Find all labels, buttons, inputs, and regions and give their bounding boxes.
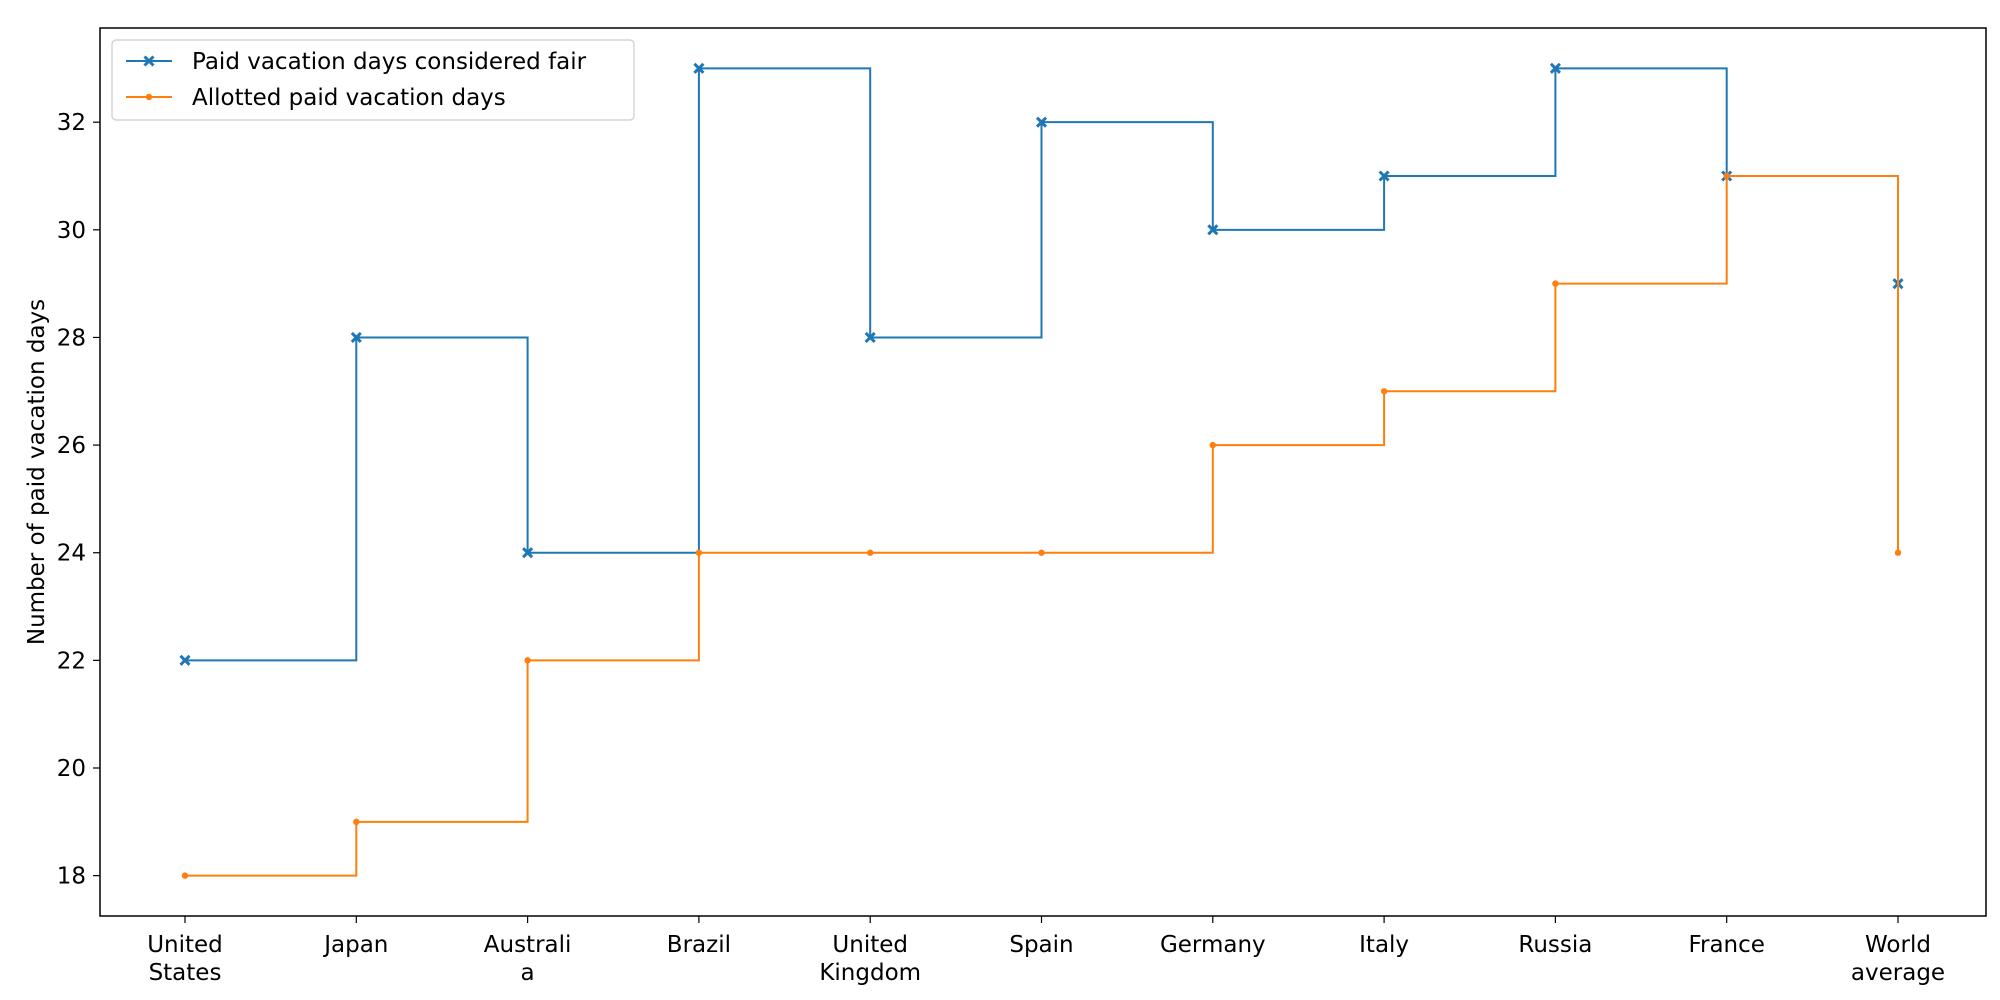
x-tick-label: Japan — [322, 932, 388, 958]
x-tick-label-line: Kingdom — [819, 960, 921, 986]
y-tick-label: 22 — [57, 648, 86, 674]
y-tick-label: 32 — [57, 110, 86, 136]
series-2 — [181, 172, 1902, 879]
x-tick-label-line: Spain — [1009, 932, 1073, 958]
x-tick-label: Italy — [1359, 932, 1409, 958]
x-tick-label: France — [1688, 932, 1764, 958]
x-tick-label-line: Russia — [1518, 932, 1592, 958]
data-point — [353, 818, 360, 826]
x-tick-label-line: Japan — [322, 932, 388, 958]
data-point — [1378, 170, 1390, 182]
y-tick-label: 18 — [57, 864, 86, 890]
data-point — [181, 872, 189, 879]
legend-marker — [145, 93, 153, 101]
data-point — [1038, 549, 1045, 556]
legend-item: Paid vacation days considered fair — [126, 49, 587, 75]
y-tick-label: 24 — [57, 541, 86, 567]
x-tick-label: Brazil — [667, 932, 731, 958]
data-point — [1552, 280, 1559, 287]
x-tick-label: United Kingdom — [819, 932, 921, 986]
legend-label: Paid vacation days considered fair — [192, 49, 587, 75]
y-tick-label: 20 — [57, 756, 86, 782]
x-tick-label-line: Italy — [1359, 932, 1409, 958]
data-point — [522, 547, 534, 559]
x-tick-label: Germany — [1160, 932, 1266, 958]
legend-marker — [143, 55, 155, 67]
legend-box — [111, 39, 635, 121]
x-tick-label-line: average — [1851, 960, 1945, 986]
x-tick-label: Australi a — [484, 932, 572, 986]
legend-item: Allotted paid vacation days — [126, 85, 506, 111]
x-tick-label-line: States — [149, 960, 222, 986]
data-point — [1723, 172, 1730, 180]
data-point — [1894, 549, 1902, 556]
x-tick-label-line: a — [521, 960, 535, 986]
x-tick-label-line: Germany — [1160, 932, 1266, 958]
y-tick-label: 30 — [57, 218, 86, 244]
data-point — [1380, 388, 1388, 395]
legend-label: Allotted paid vacation days — [192, 85, 506, 111]
series-line — [185, 175, 1899, 877]
data-point — [524, 657, 531, 664]
y-tick-label: 28 — [57, 325, 86, 351]
data-point — [867, 549, 874, 556]
data-point — [1207, 224, 1219, 236]
x-tick-label-line: Brazil — [667, 932, 731, 958]
x-tick-label-line: France — [1688, 932, 1764, 958]
x-tick-label-line: United — [832, 932, 908, 958]
x-tick-label: United States — [147, 932, 223, 986]
y-axis-title: Number of paid vacation days — [24, 299, 50, 645]
y-tick-label: 26 — [57, 433, 86, 459]
series-layer — [179, 62, 1904, 879]
plot-area — [99, 27, 1987, 917]
data-point — [179, 654, 191, 666]
data-point — [1549, 62, 1561, 74]
y-axis-ticks: 18 20 22 24 26 28 30 32 — [57, 110, 100, 890]
data-point — [864, 331, 876, 344]
x-tick-label-line: United — [147, 932, 223, 958]
data-point — [1035, 116, 1048, 128]
data-point — [1209, 441, 1217, 449]
data-point — [693, 62, 705, 74]
series-1 — [179, 62, 1904, 666]
x-tick-label-line: Australi — [484, 932, 572, 958]
x-tick-label: Russia — [1518, 932, 1592, 958]
legend: Paid vacation days considered fair Allott… — [111, 39, 635, 121]
x-tick-label-line: World — [1865, 932, 1931, 958]
data-point — [695, 549, 703, 556]
data-point — [350, 331, 362, 344]
x-tick-label: World average — [1851, 932, 1945, 986]
x-tick-label: Spain — [1009, 932, 1073, 958]
